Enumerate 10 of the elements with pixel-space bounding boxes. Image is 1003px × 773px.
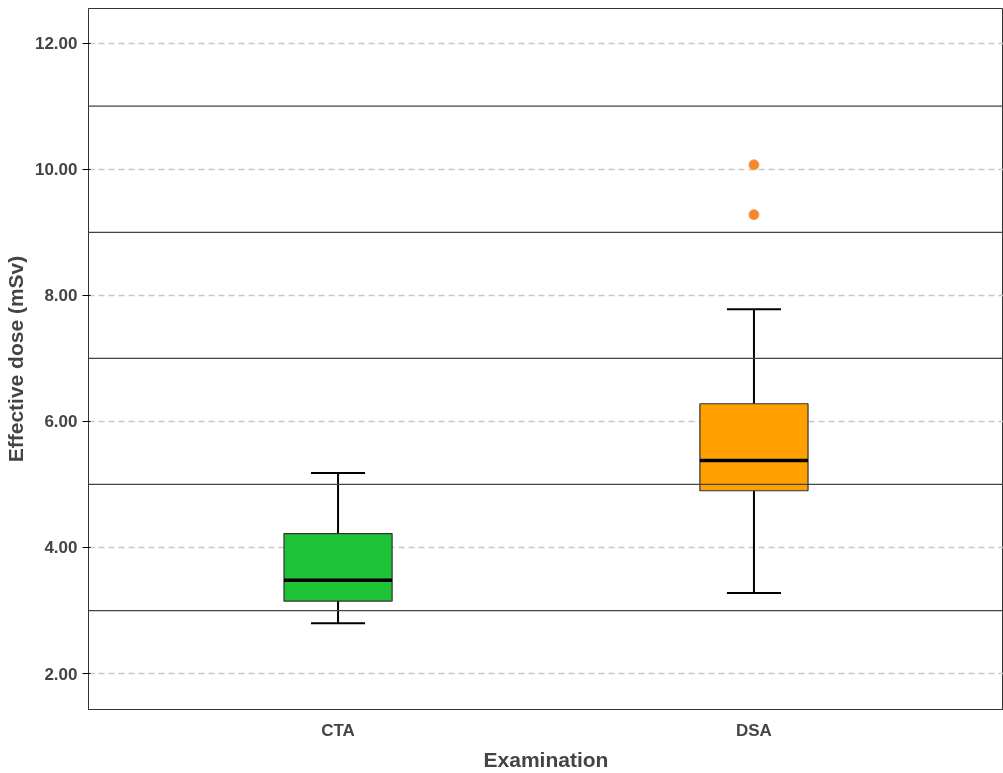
y-tick-label: 4.00 xyxy=(44,538,78,558)
y-tick-label: 12.00 xyxy=(34,34,78,54)
y-tick-label: 6.00 xyxy=(44,412,78,432)
x-tick-label: DSA xyxy=(736,720,772,740)
x-axis-title: Examination xyxy=(483,747,609,771)
y-tick-label: 8.00 xyxy=(44,286,78,306)
y-axis-title: Effective dose (mSv) xyxy=(3,255,27,463)
y-tick-label: 2.00 xyxy=(44,664,78,684)
y-tick-label: 10.00 xyxy=(34,160,78,180)
x-tick-label: CTA xyxy=(321,720,355,740)
